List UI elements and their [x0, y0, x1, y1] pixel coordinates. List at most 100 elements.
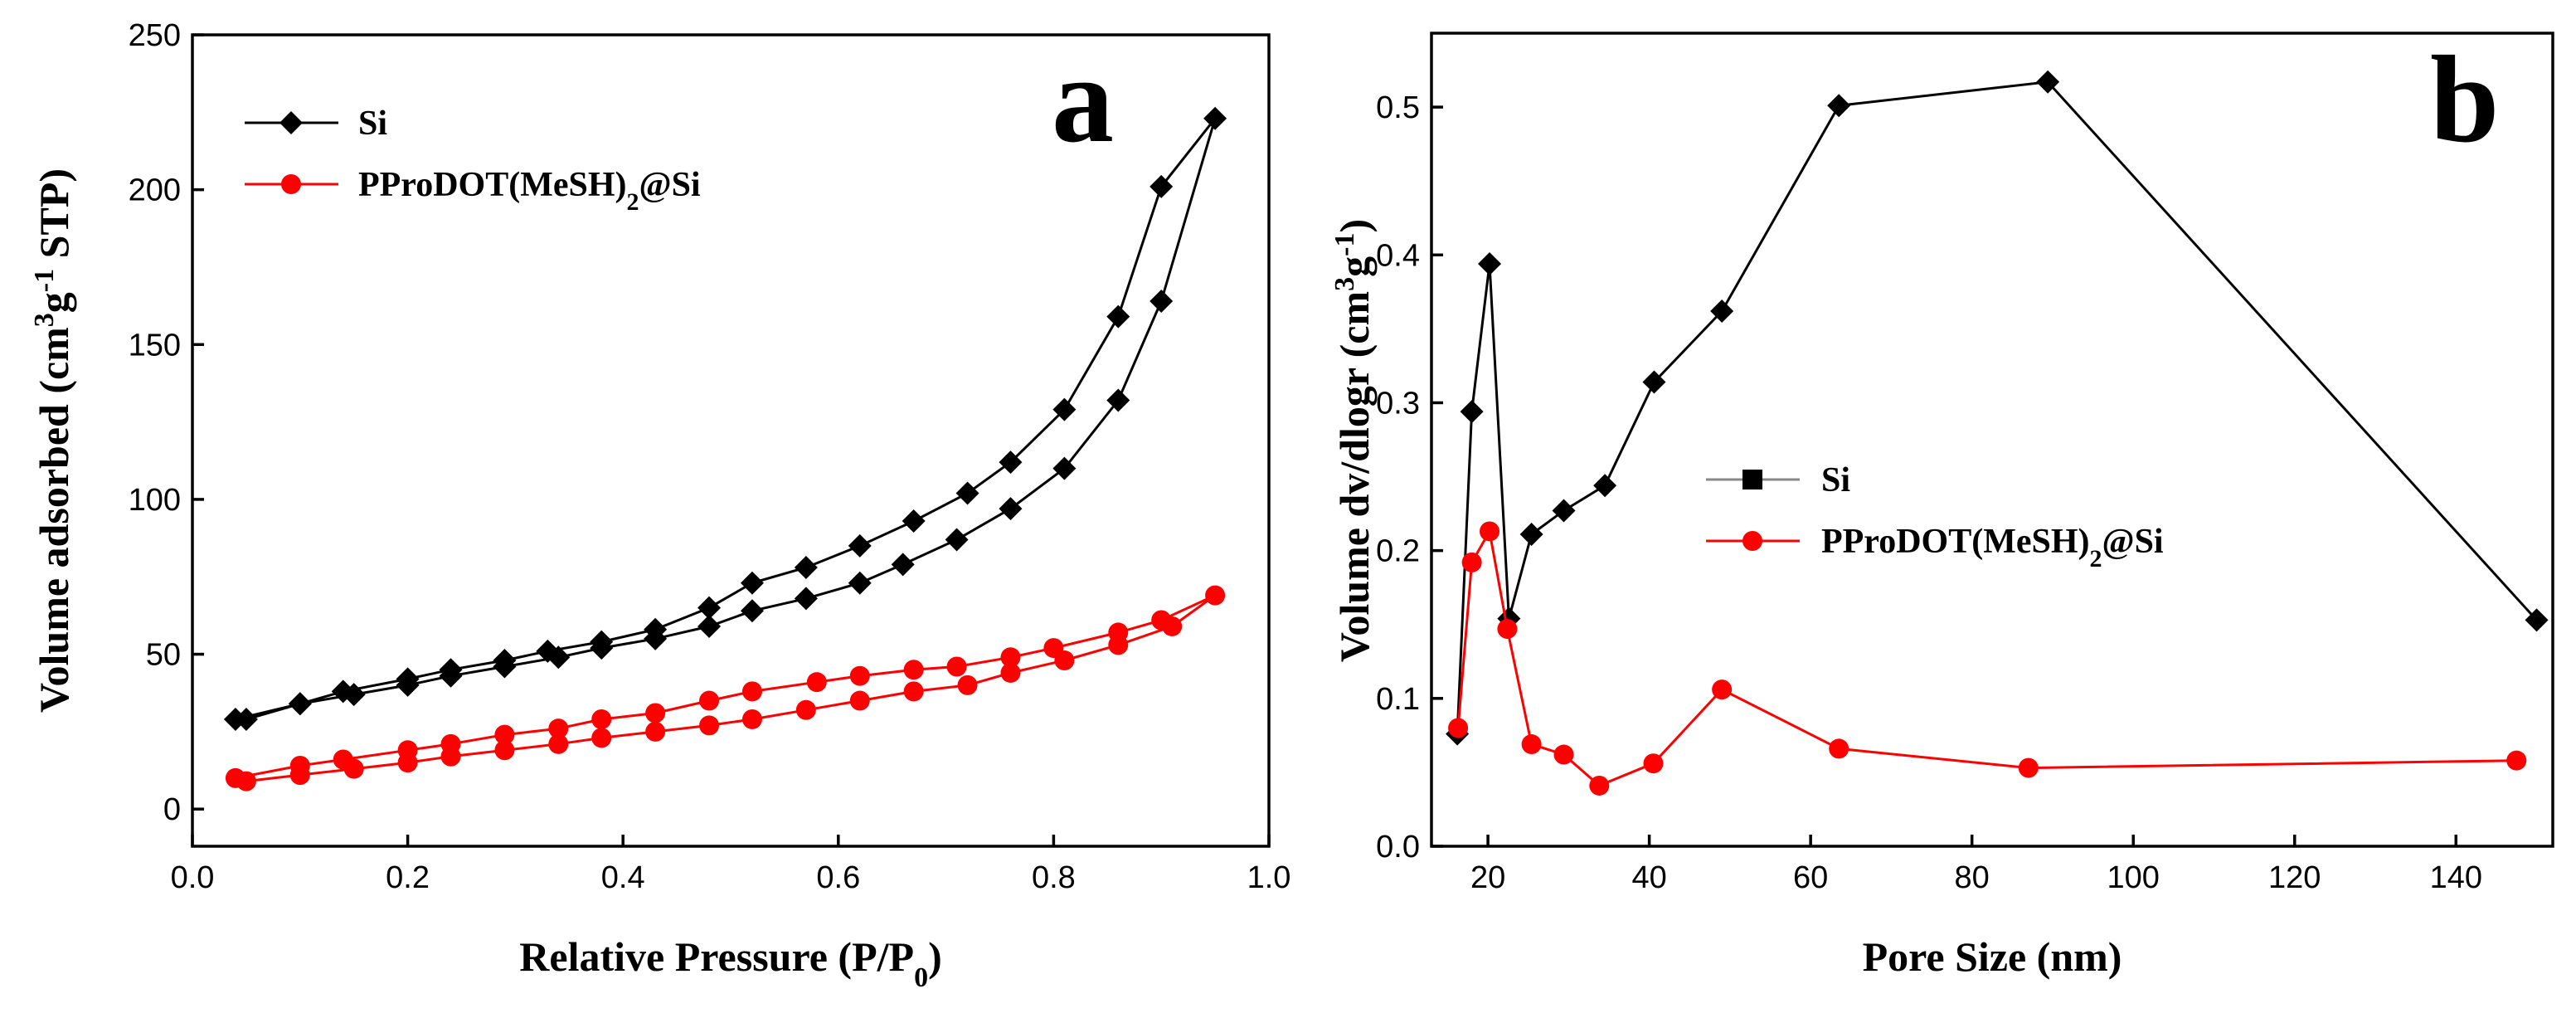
data-point [848, 533, 872, 558]
data-point [1478, 251, 1502, 275]
y-tick-label: 0.3 [1376, 386, 1420, 421]
data-point [1710, 299, 1734, 323]
data-point [946, 656, 967, 677]
data-point [903, 660, 924, 680]
data-point [1149, 174, 1174, 198]
data-point [891, 553, 915, 577]
panel-b-series [1446, 70, 2549, 796]
y-tick-label: 250 [129, 18, 181, 53]
data-point [1052, 397, 1077, 421]
data-point [795, 699, 816, 720]
x-tick-label: 1.0 [1247, 860, 1291, 895]
data-point [903, 681, 924, 702]
data-point [1497, 619, 1518, 640]
data-point [806, 672, 827, 693]
panel-b-legend-pprodot-label: PProDOT(MeSH)2@Si [1821, 523, 2164, 572]
x-tick-label: 0.6 [816, 860, 860, 895]
panel-a-legend-si-label: Si [358, 105, 387, 143]
data-point [396, 667, 420, 691]
data-point [1480, 521, 1500, 542]
panel-b-y-axis-label: Volume dv/dlogr (cm3g-1) [1329, 219, 1378, 662]
data-point [289, 755, 310, 776]
series-si [223, 106, 1227, 731]
data-point [645, 721, 666, 742]
x-tick-label: 0.8 [1032, 860, 1076, 895]
y-tick-label: 150 [129, 328, 181, 363]
data-point [999, 497, 1023, 521]
data-point [1460, 400, 1484, 424]
data-point [331, 679, 355, 704]
data-point [794, 556, 818, 580]
panel-a-ticks [191, 33, 1271, 846]
data-point [1593, 474, 1617, 498]
data-point [1519, 523, 1543, 547]
panel-b-x-axis-label: Pore Size (nm) [1863, 933, 2122, 980]
panel-b-ticks [1431, 105, 2458, 848]
data-point [955, 481, 979, 505]
data-point [1149, 290, 1174, 314]
data-point [2036, 70, 2060, 94]
data-point [590, 630, 614, 654]
data-point [999, 450, 1023, 475]
x-tick-label: 140 [2430, 860, 2482, 895]
y-tick-label: 0.1 [1376, 682, 1420, 717]
series-line [1456, 528, 2517, 787]
panel-a-tick-labels: 0.0 0.2 0.4 0.6 0.8 1.0 0 50 100 150 200 250 [129, 18, 1291, 895]
data-point [225, 767, 245, 788]
y-tick-label: 200 [129, 173, 181, 208]
y-tick-label: 50 [146, 638, 181, 673]
data-point [1521, 734, 1542, 755]
y-tick-label: 100 [129, 483, 181, 518]
data-point [1000, 647, 1021, 668]
data-point [1108, 622, 1129, 643]
data-point [741, 681, 762, 702]
data-point [1052, 456, 1077, 480]
data-point [1643, 753, 1664, 774]
data-point [902, 509, 926, 533]
data-point [333, 749, 353, 770]
data-point [1829, 738, 1849, 759]
data-point [1106, 304, 1130, 329]
panel-a: 0.0 0.2 0.4 0.6 0.8 1.0 0 50 100 150 200 250 a Rela… [29, 18, 1291, 993]
x-tick-label: 0.0 [171, 860, 215, 895]
data-point [699, 715, 720, 736]
panel-b-frame [1430, 32, 2554, 848]
data-point [1712, 679, 1733, 700]
panel-b-legend: Si PProDOT(MeSH)2@Si [1706, 461, 2164, 572]
panel-a-legend-si: Si [245, 105, 387, 143]
data-point [2506, 750, 2527, 771]
data-point [1553, 744, 1574, 765]
data-point [591, 728, 612, 748]
data-point [439, 658, 463, 682]
data-point [494, 724, 515, 745]
x-tick-label: 60 [1793, 860, 1828, 895]
data-point [1827, 94, 1851, 118]
x-tick-label: 40 [1631, 860, 1666, 895]
x-tick-label: 0.2 [386, 860, 430, 895]
panel-a-series [223, 106, 1227, 791]
y-tick-label: 0.4 [1376, 238, 1420, 273]
data-point [1461, 552, 1482, 572]
panel-a-x-axis-label: Relative Pressure (P/P0) [519, 933, 941, 993]
series-line [1456, 80, 2538, 734]
series-pprodot [1448, 521, 2527, 796]
data-point [1552, 499, 1576, 523]
x-tick-label: 120 [2268, 860, 2321, 895]
data-point [397, 740, 418, 761]
data-point [644, 617, 668, 641]
data-point [223, 707, 247, 731]
panel-b-label: b [2430, 31, 2499, 168]
data-point [848, 571, 872, 595]
data-point [1589, 775, 1610, 796]
y-tick-label: 0.0 [1376, 830, 1420, 864]
data-point [1151, 610, 1172, 631]
data-point [849, 690, 870, 711]
y-tick-label: 0.2 [1376, 534, 1420, 569]
data-point [697, 596, 722, 620]
series-line [235, 117, 1217, 721]
data-point [548, 733, 569, 754]
data-point [1448, 718, 1469, 738]
panel-a-y-axis-label: Volume adsorbed (cm3g-1 STP) [29, 168, 78, 713]
x-tick-label: 20 [1470, 860, 1505, 895]
data-point [849, 665, 870, 686]
